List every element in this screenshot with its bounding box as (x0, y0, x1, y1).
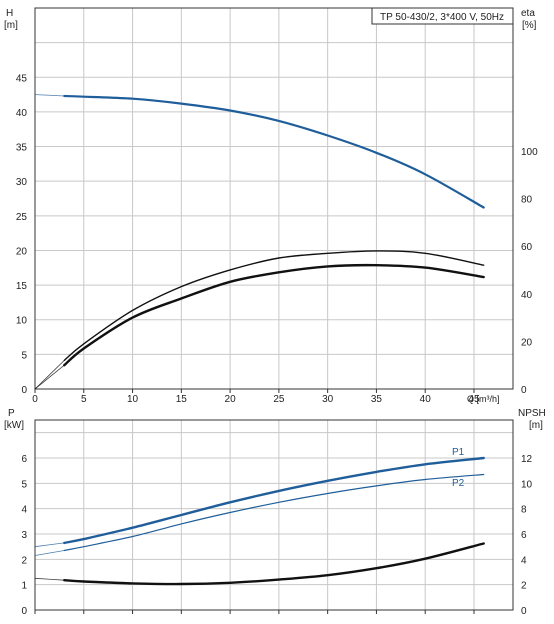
y-left-tick-label: 0 (21, 385, 27, 396)
chart-title: TP 50-430/2, 3*400 V, 50Hz (380, 12, 504, 23)
npsh-tick-label: 10 (521, 479, 533, 490)
y-right-label-unit: [%] (522, 20, 537, 31)
npsh-tick-label: 0 (521, 606, 527, 617)
x-tick-label: 20 (225, 394, 237, 405)
x-tick-label: 25 (273, 394, 285, 405)
bottom-series (34, 456, 485, 586)
y-left-tick-label: 45 (16, 73, 28, 84)
npsh-curve-extension (34, 577, 65, 581)
top-series (34, 94, 485, 390)
p-tick-label: 6 (21, 454, 27, 465)
p2-curve (63, 473, 485, 552)
x-tick-label: 10 (127, 394, 139, 405)
bottom-text-labels: P [kW] NPSH [m] P1 P2 (4, 408, 546, 489)
x-tick-label: 40 (420, 394, 432, 405)
p-tick-label: 0 (21, 606, 27, 617)
npsh-axis-label-unit: [m] (529, 420, 543, 431)
efficiency-curve-lower (63, 263, 485, 367)
p-tick-label: 1 (21, 581, 27, 592)
y-left-tick-label: 5 (21, 350, 27, 361)
top-grid (35, 8, 513, 389)
p-axis-label-unit: [kW] (4, 420, 24, 431)
y-left-label-name: H (6, 8, 13, 19)
efficiency-curve-lower-extension (34, 364, 65, 390)
p-tick-label: 5 (21, 479, 27, 490)
x-axis-label: Q [m³/h] (467, 394, 500, 404)
npsh-tick-label: 6 (521, 530, 527, 541)
y-left-tick-label: 10 (16, 316, 28, 327)
y-left-tick-label: 40 (16, 108, 28, 119)
x-tick-label: 45 (468, 394, 480, 405)
x-tick-label: 15 (176, 394, 188, 405)
y-right-tick-label: 20 (521, 337, 533, 348)
y-left-tick-label: 35 (16, 143, 28, 154)
y-right-tick-label: 100 (521, 147, 538, 158)
x-tick-label: 5 (81, 394, 87, 405)
npsh-tick-label: 4 (521, 555, 527, 566)
series-label-p1: P1 (452, 447, 465, 458)
p-tick-label: 4 (21, 505, 27, 516)
npsh-axis-label-name: NPSH (518, 408, 546, 419)
top-text-labels: H [m] eta [%] Q [m³/h] (4, 8, 537, 404)
y-right-tick-label: 60 (521, 242, 533, 253)
bottom-grid (34, 420, 513, 614)
npsh-curve (63, 542, 485, 586)
chart-title-box: TP 50-430/2, 3*400 V, 50Hz (371, 7, 514, 25)
head-curve (63, 94, 485, 209)
p1-curve (63, 456, 485, 545)
npsh-tick-label: 2 (521, 581, 527, 592)
y-left-tick-label: 15 (16, 281, 28, 292)
x-tick-label: 30 (322, 394, 334, 405)
npsh-tick-label: 12 (521, 454, 533, 465)
x-tick-label: 35 (371, 394, 383, 405)
y-left-tick-label: 30 (16, 177, 28, 188)
y-right-tick-label: 40 (521, 290, 533, 301)
p-axis-label-name: P (8, 408, 15, 419)
title-box-frame (371, 7, 514, 25)
top-tick-labels: 0 5 10 15 20 25 30 35 40 45 0 5 10 15 20 25 30 35 40 45 0 20 4… (16, 73, 538, 405)
y-right-label-name: eta (521, 8, 535, 19)
y-right-tick-label: 80 (521, 195, 533, 206)
p1-curve-extension (34, 542, 65, 548)
y-left-tick-label: 25 (16, 212, 28, 223)
y-left-label-unit: [m] (4, 20, 18, 31)
p2-curve-extension (34, 550, 65, 556)
head-efficiency-panel: 0 5 10 15 20 25 30 35 40 45 0 5 10 15 20 25 30 35 40 45 0 20 4… (4, 7, 538, 405)
bottom-plot-frame (34, 419, 514, 611)
x-tick-label: 0 (32, 394, 38, 405)
npsh-tick-label: 8 (521, 505, 527, 516)
top-plot-frame (34, 7, 514, 390)
efficiency-curve-upper-extension (34, 360, 65, 390)
y-right-tick-label: 0 (521, 385, 527, 396)
efficiency-curve-upper (63, 250, 485, 362)
p-tick-label: 2 (21, 555, 27, 566)
series-label-p2: P2 (452, 478, 465, 489)
head-curve-extension (34, 94, 65, 97)
y-left-tick-label: 20 (16, 246, 28, 257)
p-tick-label: 3 (21, 530, 27, 541)
